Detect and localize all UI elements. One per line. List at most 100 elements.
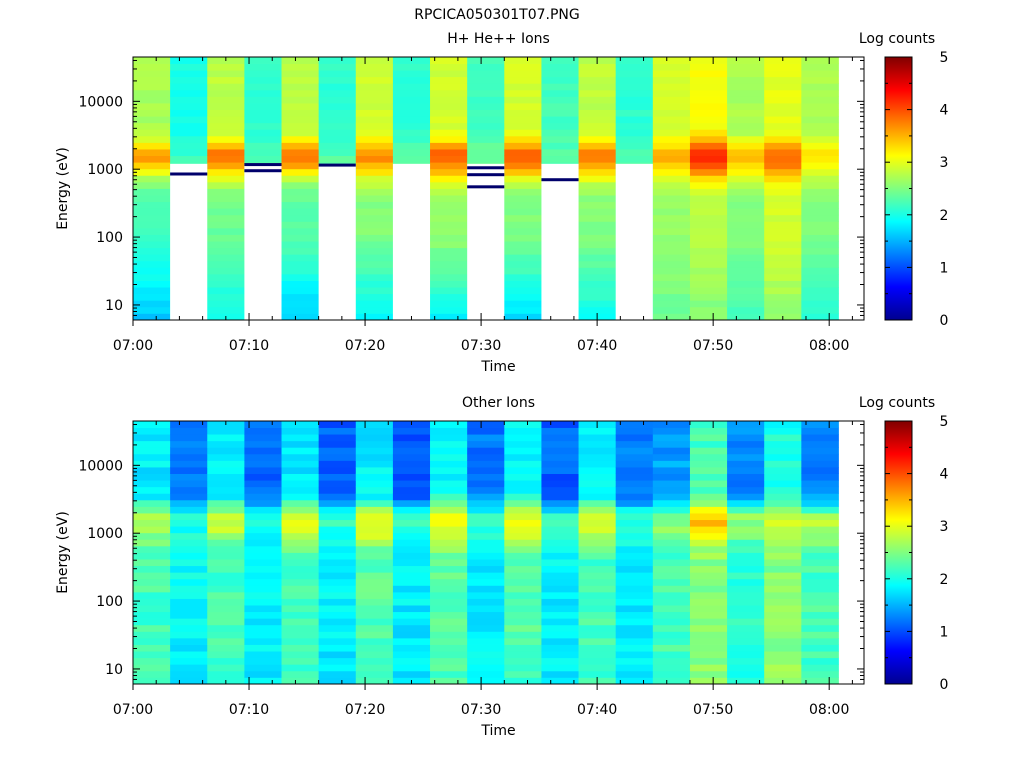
spectrogram-cell	[355, 96, 394, 104]
x-tick-label: 07:50	[693, 702, 733, 718]
spectrogram-cell	[727, 513, 765, 521]
spectrogram-cell	[355, 109, 394, 117]
spectrogram-cell	[727, 267, 765, 275]
data-gap	[467, 163, 505, 320]
spectrogram-cell	[392, 116, 431, 124]
spectrogram-cell	[467, 664, 505, 672]
spectrogram-cell	[244, 434, 282, 442]
spectrogram-cell	[801, 565, 839, 573]
spectrogram-cell	[801, 208, 839, 216]
spectrogram-cell	[430, 657, 468, 665]
spectrogram-cell	[727, 611, 765, 619]
spectrogram-cell	[281, 473, 320, 481]
spectrogram-cell	[133, 57, 171, 64]
spectrogram-cell	[727, 467, 765, 474]
spectrogram-cell	[207, 122, 245, 130]
spectrogram-cell	[541, 598, 579, 606]
spectrogram-cell	[652, 116, 691, 124]
spectrogram-cell	[244, 605, 282, 613]
spectrogram-cell	[133, 280, 171, 288]
energy-step-line	[467, 166, 505, 170]
spectrogram-cell	[541, 651, 579, 659]
spectrogram-cell	[467, 539, 505, 547]
spectrogram-cell	[652, 677, 691, 685]
spectrogram-cell	[541, 591, 579, 599]
spectrogram-cell	[430, 201, 468, 209]
spectrogram-cell	[430, 70, 468, 78]
spectrogram-cell	[541, 83, 579, 91]
spectrogram-cell	[764, 657, 802, 665]
spectrogram-cell	[727, 559, 765, 567]
spectrogram-cell	[764, 208, 802, 216]
spectrogram-cell	[467, 486, 505, 494]
spectrogram-cell	[801, 447, 839, 455]
spectrogram-cell	[318, 467, 357, 474]
spectrogram-cell	[355, 664, 394, 672]
spectrogram-cell	[801, 116, 839, 124]
spectrogram-cell	[764, 96, 802, 104]
spectrogram-cell	[170, 480, 208, 488]
spectrogram-cell	[430, 513, 468, 521]
spectrogram-cell	[764, 142, 802, 150]
spectrogram-cell	[689, 631, 728, 639]
spectrogram-cell	[430, 103, 468, 110]
spectrogram-cell	[355, 287, 394, 295]
spectrogram-cell	[504, 499, 542, 507]
spectrogram-cell	[170, 545, 208, 553]
spectrogram-cell	[727, 83, 765, 91]
spectrogram-cell	[281, 513, 320, 521]
spectrogram-cell	[133, 247, 171, 255]
spectrogram-cell	[355, 545, 394, 553]
spectrogram-cell	[504, 532, 542, 540]
spectrogram-cell	[207, 287, 245, 295]
spectrogram-cell	[430, 427, 468, 435]
spectrogram-cell	[801, 260, 839, 268]
spectrogram-cell	[689, 162, 728, 170]
spectrogram-cell	[430, 664, 468, 672]
spectrogram-cell	[281, 155, 320, 163]
spectrogram-cell	[727, 637, 765, 645]
spectrogram-cell	[318, 57, 357, 64]
spectrogram-cell	[133, 83, 171, 91]
spectrogram-cell	[689, 175, 728, 183]
spectrogram-cell	[207, 572, 245, 580]
spectrogram-cell	[281, 221, 320, 229]
spectrogram-cell	[355, 637, 394, 645]
spectrogram-cell	[541, 670, 579, 678]
spectrogram-cell	[504, 57, 542, 64]
spectrogram-cell	[207, 201, 245, 209]
spectrogram-cell	[244, 664, 282, 672]
spectrogram-cell	[430, 624, 468, 632]
spectrogram-cell	[652, 293, 691, 301]
spectrogram-cell	[392, 618, 431, 626]
spectrogram-cell	[467, 57, 505, 64]
spectrogram-cell	[615, 116, 654, 124]
spectrogram-cell	[244, 89, 282, 97]
spectrogram-cell	[170, 434, 208, 442]
spectrogram-cell	[281, 142, 320, 150]
spectrogram-cell	[133, 618, 171, 626]
colorbar-tick-label: 2	[940, 208, 949, 224]
spectrogram-cell	[727, 480, 765, 488]
spectrogram-cell	[244, 142, 282, 150]
spectrogram-cell	[430, 241, 468, 249]
spectrogram-cell	[764, 572, 802, 580]
spectrogram-cell	[689, 293, 728, 301]
spectrogram-cell	[801, 670, 839, 678]
spectrogram-cell	[244, 519, 282, 527]
data-gap	[541, 163, 579, 320]
spectrogram-cell	[727, 234, 765, 242]
spectrogram-cell	[689, 155, 728, 163]
spectrogram-cell	[355, 221, 394, 229]
spectrogram-cell	[541, 63, 579, 71]
spectrogram-cell	[244, 631, 282, 639]
spectrogram-cell	[430, 313, 468, 321]
spectrogram-cell	[392, 467, 431, 474]
spectrogram-cell	[578, 280, 617, 288]
spectrogram-cell	[541, 76, 579, 84]
spectrogram-cell	[170, 605, 208, 613]
spectrogram-cell	[392, 473, 431, 481]
spectrogram-cell	[318, 598, 357, 606]
spectrogram-cell	[541, 142, 579, 150]
spectrogram-cell	[430, 677, 468, 685]
